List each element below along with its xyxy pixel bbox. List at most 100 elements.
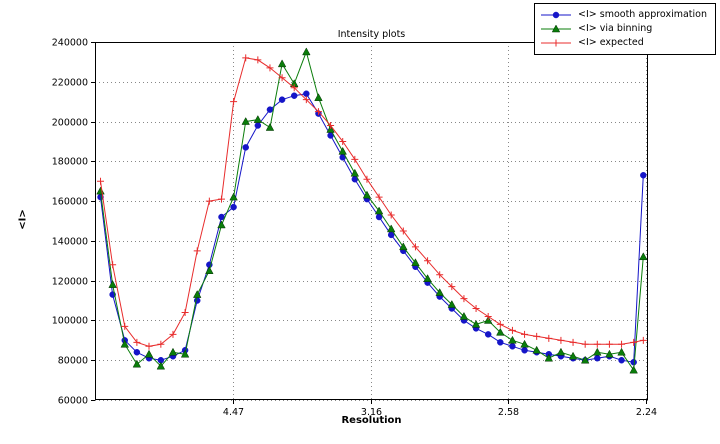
plus-marker (639, 336, 647, 344)
series-2 (97, 54, 647, 350)
plus-marker (424, 257, 432, 265)
triangle-marker (496, 327, 505, 336)
triangle-marker (277, 59, 287, 68)
triangle-marker (205, 266, 214, 274)
circle-marker (133, 349, 141, 356)
triangle-marker (374, 206, 384, 215)
triangle-marker (132, 359, 142, 368)
plus-marker (193, 247, 201, 255)
y-tick-label: 80000 (58, 356, 88, 367)
x-tick-label: 4.47 (223, 407, 244, 418)
triangle-marker (593, 347, 602, 356)
plus-marker (460, 295, 468, 303)
plus-marker (327, 122, 335, 130)
plus-marker (569, 338, 577, 346)
circle-marker (594, 354, 601, 362)
plus-marker (618, 340, 626, 348)
y-tick-label: 200000 (52, 118, 88, 129)
plus-marker (266, 64, 274, 72)
x-tick-label: 2.24 (636, 407, 657, 418)
circle-marker (242, 144, 249, 151)
triangle-marker (338, 146, 347, 155)
series-0 (97, 90, 647, 366)
plus-marker (363, 175, 371, 183)
legend: <I> smooth approximation <I> via binning <… (534, 3, 716, 55)
triangle-marker (350, 168, 360, 177)
plus-marker (411, 243, 419, 251)
plus-marker (557, 336, 565, 344)
plus-marker (521, 330, 529, 338)
plus-marker (121, 322, 129, 330)
plus-marker (351, 155, 359, 163)
y-tick-label: 120000 (52, 277, 88, 288)
series-line (100, 50, 644, 372)
triangle-marker (386, 224, 396, 233)
triangle-marker (629, 365, 638, 374)
x-tick-label: 3.16 (361, 407, 382, 418)
plus-marker (133, 338, 141, 346)
plus-marker (157, 340, 165, 348)
plus-marker (448, 283, 456, 291)
series-1 (96, 47, 648, 374)
circle-marker (630, 358, 637, 366)
triangle-marker (96, 186, 105, 195)
triangle-marker (108, 280, 117, 288)
triangle-marker (168, 347, 178, 356)
legend-marker-circle-icon (541, 11, 572, 19)
plus-marker (472, 305, 480, 313)
plus-marker (484, 312, 492, 320)
triangle-marker (447, 300, 457, 308)
circle-marker (484, 331, 492, 338)
plus-marker (581, 340, 589, 348)
triangle-marker (180, 349, 190, 358)
plus-marker (314, 108, 322, 116)
triangle-marker (435, 288, 444, 296)
plus-marker (290, 84, 298, 92)
chart-title: Intensity plots (337, 29, 406, 40)
plus-marker (145, 342, 153, 350)
plus-marker (533, 332, 541, 340)
circle-marker (278, 96, 286, 103)
triangle-marker (544, 353, 554, 362)
series-line (100, 93, 644, 363)
triangle-marker (568, 351, 578, 360)
plus-marker (302, 96, 310, 104)
y-tick-label: 220000 (52, 78, 88, 89)
triangle-marker (508, 335, 517, 344)
plus-marker (109, 261, 117, 269)
y-tick-label: 100000 (52, 316, 88, 327)
triangle-marker (605, 349, 614, 358)
legend-marker-plus-icon (541, 39, 572, 47)
triangle-marker (217, 220, 226, 229)
plus-marker (254, 56, 262, 64)
axes-frame (95, 42, 648, 400)
y-tick-label: 140000 (52, 237, 88, 248)
plus-marker (399, 227, 407, 235)
triangle-marker (423, 274, 432, 282)
circle-marker (230, 203, 237, 211)
x-axis-label: Resolution (341, 415, 402, 426)
circle-marker (290, 92, 298, 99)
legend-entry-0: <I> smooth approximation (540, 8, 707, 22)
plus-marker (436, 271, 444, 279)
triangle-marker (229, 192, 238, 201)
plus-marker (339, 137, 347, 145)
triangle-marker (302, 47, 311, 56)
plus-marker (545, 334, 553, 342)
plus-marker (230, 98, 238, 106)
triangle-marker (639, 252, 648, 261)
legend-entry-2: <I> expected (540, 36, 707, 50)
circle-marker (640, 172, 647, 179)
triangle-marker (253, 115, 263, 123)
legend-entry-1: <I> via binning (540, 22, 707, 36)
triangle-marker (399, 242, 408, 251)
circle-marker (254, 122, 262, 129)
triangle-marker (532, 345, 541, 354)
y-tick-label: 180000 (52, 157, 88, 168)
series-line (100, 57, 644, 347)
triangle-marker (241, 117, 250, 125)
triangle-marker (265, 122, 275, 131)
plus-marker (508, 326, 516, 334)
plus-marker (205, 197, 213, 205)
